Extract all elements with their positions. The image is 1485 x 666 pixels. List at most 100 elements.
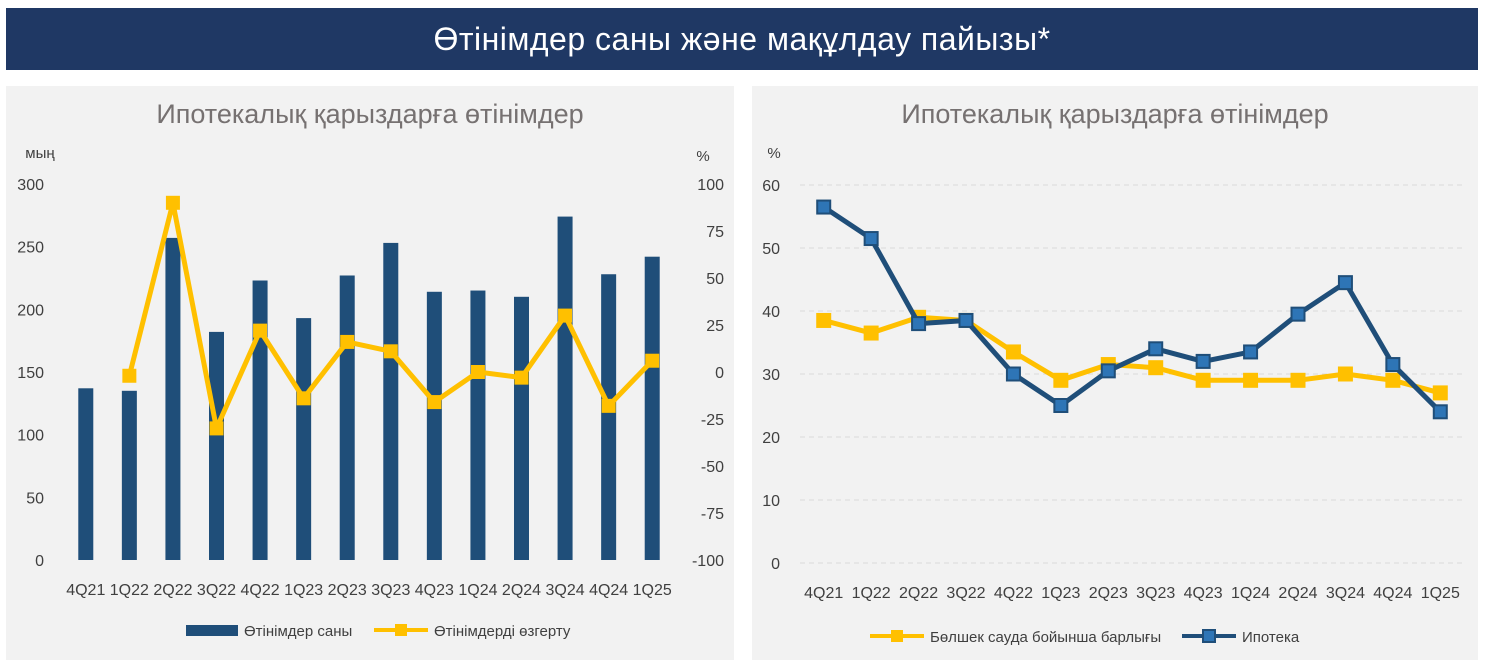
mortgage-point-2Q22 xyxy=(911,316,927,332)
x-tick-label: 4Q24 xyxy=(1373,585,1412,602)
x-tick-label: 1Q22 xyxy=(852,585,891,602)
x-tick-label: 4Q21 xyxy=(804,585,843,602)
left-y-tick-label: 200 xyxy=(17,302,44,319)
mortgage-point-1Q22 xyxy=(863,231,879,247)
right-y-tick-label: 50 xyxy=(706,271,724,288)
change-point-4Q22 xyxy=(253,323,268,338)
mortgage-point-1Q23 xyxy=(1053,398,1069,413)
retail-point-1Q24 xyxy=(1243,372,1259,388)
x-tick-label: 2Q23 xyxy=(328,582,367,599)
x-tick-label: 2Q22 xyxy=(899,585,938,602)
retail-point-4Q23 xyxy=(1195,372,1211,388)
change-point-4Q24 xyxy=(601,398,616,413)
left-chart-title: Ипотекалық қарыздарға өтінімдер xyxy=(156,99,583,129)
change-point-2Q22 xyxy=(165,195,180,210)
retail-point-1Q23 xyxy=(1053,372,1069,388)
left-chart: Ипотекалық қарыздарға өтінімдер мың % 0 5… xyxy=(17,99,724,640)
right-chart-title: Ипотекалық қарыздарға өтінімдер xyxy=(901,99,1328,129)
right-y-tick-label: 0 xyxy=(715,365,724,382)
y-tick-label: 0 xyxy=(771,556,780,573)
x-tick-label: 2Q23 xyxy=(1089,585,1128,602)
bar-1Q23 xyxy=(296,318,312,560)
right-chart-y-unit: % xyxy=(767,145,780,162)
x-tick-label: 4Q22 xyxy=(994,585,1033,602)
x-tick-label: 4Q22 xyxy=(241,582,280,599)
y-tick-label: 60 xyxy=(762,178,780,195)
mortgage-point-4Q24 xyxy=(1385,357,1401,373)
x-tick-label: 1Q22 xyxy=(110,582,149,599)
right-chart: Ипотекалық қарыздарға өтінімдер % 0 10 20 3… xyxy=(762,99,1464,646)
retail-point-1Q22 xyxy=(863,325,879,341)
y-tick-label: 10 xyxy=(762,493,780,510)
right-y-tick-label: -100 xyxy=(692,553,724,570)
bar-2Q24 xyxy=(514,296,529,560)
x-tick-label: 3Q24 xyxy=(1326,585,1365,602)
mortgage-line xyxy=(822,204,1443,414)
legend-label-retail: Бөлшек сауда бойынша барлығы xyxy=(930,629,1161,646)
bar-4Q22 xyxy=(252,280,268,560)
mortgage-point-2Q24 xyxy=(1290,306,1306,322)
change-point-2Q23 xyxy=(340,334,355,349)
y-tick-label: 50 xyxy=(762,241,780,258)
retail-point-4Q24 xyxy=(1385,372,1401,388)
x-tick-label: 2Q22 xyxy=(153,582,192,599)
x-tick-label: 3Q23 xyxy=(371,582,410,599)
x-tick-label: 4Q21 xyxy=(66,582,105,599)
mortgage-point-1Q24 xyxy=(1243,344,1259,360)
change-point-3Q22 xyxy=(209,421,224,436)
legend-marker-retail xyxy=(891,630,903,642)
x-tick-label: 3Q24 xyxy=(546,582,585,599)
bar-4Q21 xyxy=(78,388,94,560)
x-tick-label: 3Q22 xyxy=(946,585,985,602)
mortgage-point-4Q21 xyxy=(816,199,832,215)
x-tick-label: 1Q23 xyxy=(1041,585,1080,602)
bar-2Q22 xyxy=(165,237,181,561)
y-tick-label: 30 xyxy=(762,367,780,384)
change-point-3Q24 xyxy=(558,308,573,323)
left-y-tick-label: 0 xyxy=(35,553,44,570)
mortgage-point-3Q23 xyxy=(1148,341,1164,357)
mortgage-point-4Q22 xyxy=(1005,366,1021,382)
bar-3Q23 xyxy=(383,242,399,560)
left-y-unit: мың xyxy=(25,145,55,162)
right-y-tick-label: 75 xyxy=(706,224,724,241)
right-y-tick-label: -50 xyxy=(701,459,724,476)
right-chart-panel: Ипотекалық қарыздарға өтінімдер % 0 10 20 3… xyxy=(752,86,1478,660)
x-tick-label: 2Q24 xyxy=(1278,585,1317,602)
retail-point-4Q22 xyxy=(1005,344,1021,360)
bar-2Q23 xyxy=(339,275,355,560)
x-tick-label: 3Q23 xyxy=(1136,585,1175,602)
mortgage-point-4Q23 xyxy=(1195,353,1211,369)
x-tick-label: 1Q24 xyxy=(458,582,497,599)
bar-1Q24 xyxy=(470,290,486,560)
x-tick-label: 1Q24 xyxy=(1231,585,1270,602)
retail-line xyxy=(823,314,1441,396)
retail-point-1Q25 xyxy=(1432,385,1448,401)
legend-label-bar: Өтінімдер саны xyxy=(244,623,352,640)
mortgage-point-1Q25 xyxy=(1432,404,1448,420)
left-legend: Өтінімдер саны Өтінімдерді өзгерту xyxy=(186,623,571,640)
mortgage-point-3Q24 xyxy=(1337,275,1353,291)
mortgage-point-3Q22 xyxy=(958,312,974,328)
x-tick-label: 1Q25 xyxy=(1421,585,1460,602)
left-y-tick-label: 300 xyxy=(17,177,44,194)
y-tick-label: 40 xyxy=(762,304,780,321)
bar-4Q24 xyxy=(601,274,617,560)
legend-marker-line xyxy=(395,624,407,636)
legend-marker-mortgage xyxy=(1202,629,1216,643)
bar-3Q22 xyxy=(209,331,224,560)
retail-point-3Q23 xyxy=(1148,360,1164,376)
legend-label-mortgage: Ипотека xyxy=(1242,629,1300,646)
change-point-4Q23 xyxy=(427,395,442,410)
change-point-1Q25 xyxy=(645,353,660,368)
change-point-2Q24 xyxy=(514,370,529,385)
x-tick-label: 1Q25 xyxy=(633,582,672,599)
x-tick-label: 4Q24 xyxy=(589,582,628,599)
change-point-1Q23 xyxy=(296,391,311,406)
legend-label-line: Өтінімдерді өзгерту xyxy=(434,623,571,640)
right-y-tick-label: -75 xyxy=(701,506,724,523)
banner-title: Өтінімдер саны және мақұлдау пайызы* xyxy=(6,8,1478,70)
bar-1Q22 xyxy=(121,390,137,560)
change-point-3Q23 xyxy=(383,344,398,359)
left-y-tick-label: 250 xyxy=(17,240,44,257)
